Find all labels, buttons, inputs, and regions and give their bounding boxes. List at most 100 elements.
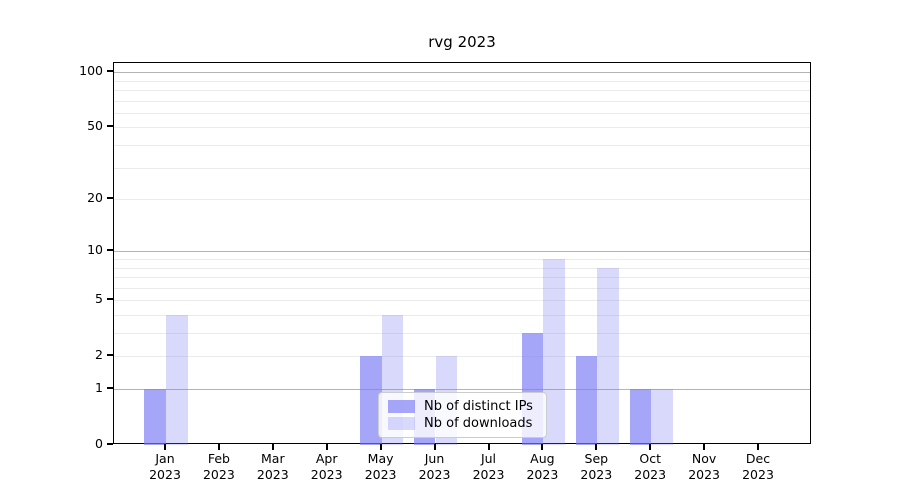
x-tick-year-feb: 2023: [202, 466, 235, 482]
x-tick-label-dec: Dec 2023: [730, 451, 786, 482]
x-tick-month-nov: Nov: [691, 451, 717, 466]
x-tick-year-jun: 2023: [418, 466, 451, 482]
bar-downloads-aug: [543, 258, 565, 445]
gridline-minor-8: [114, 267, 810, 269]
x-tick-month-dec: Dec: [745, 451, 771, 466]
gridline-minor-80: [114, 89, 810, 91]
y-tick-label-1: 1: [95, 380, 103, 395]
x-tick-month-apr: Apr: [315, 451, 338, 466]
x-tickmark-oct: [649, 444, 652, 450]
y-tickmark-5: [107, 298, 113, 301]
x-tick-year-jul: 2023: [472, 466, 505, 482]
gridline-minor-70: [114, 100, 810, 102]
x-tickmark-may: [379, 444, 382, 450]
y-tick-label-5: 5: [95, 291, 103, 307]
gridline-minor-60: [114, 112, 810, 114]
gridline-major-10: [114, 251, 810, 253]
x-tick-year-jan: 2023: [149, 466, 181, 482]
x-tick-month-oct: Oct: [639, 451, 661, 466]
bar-downloads-jan: [166, 314, 188, 445]
gridline-minor-9: [114, 258, 810, 260]
y-tickmark-0: [107, 443, 113, 445]
x-tickmark-jun: [433, 444, 436, 450]
bar-downloads-oct: [651, 389, 673, 445]
legend-swatch-downloads-icon: [388, 417, 415, 430]
x-tick-year-sep: 2023: [580, 466, 613, 482]
x-tickmark-jul: [487, 444, 490, 450]
y-tickmark-20: [107, 197, 113, 199]
gridline-minor-2: [114, 356, 810, 358]
y-tickmark-2: [107, 354, 113, 357]
x-tick-month-feb: Feb: [207, 451, 230, 466]
gridline-minor-4: [114, 314, 810, 316]
x-tick-month-jul: Jul: [480, 451, 497, 466]
y-tick-label-50: 50: [87, 118, 103, 134]
x-tick-year-oct: 2023: [634, 466, 667, 482]
gridline-major-100: [114, 72, 810, 74]
x-tickmark-mar: [271, 444, 274, 450]
gridline-minor-30: [114, 167, 810, 169]
x-tick-month-sep: Sep: [584, 451, 609, 466]
y-tick-label-0: 0: [95, 436, 103, 451]
gridline-minor-3: [114, 333, 810, 334]
x-tick-year-apr: 2023: [310, 466, 343, 482]
x-tickmark-feb: [217, 444, 220, 450]
x-tick-label-feb: Feb 2023: [191, 451, 247, 482]
x-tick-label-aug: Aug 2023: [514, 451, 570, 482]
x-tick-month-jan: Jan: [155, 451, 175, 466]
x-tickmark-jan: [164, 444, 166, 450]
gridline-minor-20: [114, 199, 810, 200]
y-tickmark-100: [107, 70, 113, 73]
y-tick-label-100: 100: [79, 63, 103, 79]
x-tickmark-sep: [595, 444, 598, 450]
legend-item-downloads: Nb of downloads: [388, 416, 537, 431]
legend-swatch-distinct-ips-icon: [388, 400, 415, 413]
y-tick-label-2: 2: [95, 347, 103, 363]
x-tick-year-may: 2023: [364, 466, 397, 482]
x-tickmark-dec: [757, 444, 759, 450]
x-tick-month-jun: Jun: [424, 451, 445, 466]
bar-downloads-sep: [597, 267, 619, 445]
legend-item-distinct-ips: Nb of distinct IPs: [388, 399, 537, 414]
x-tickmark-aug: [541, 444, 544, 450]
x-tick-label-sep: Sep 2023: [568, 451, 624, 482]
x-tick-year-mar: 2023: [256, 466, 289, 482]
gridline-minor-7: [114, 277, 810, 278]
gridline-minor-90: [114, 80, 810, 82]
y-tickmark-1: [107, 387, 113, 389]
x-tick-year-nov: 2023: [688, 466, 720, 482]
bar-distinct-ips-oct: [629, 389, 652, 445]
x-tickmark-nov: [703, 444, 706, 450]
x-tick-label-nov: Nov 2023: [676, 451, 732, 482]
x-tick-month-aug: Aug: [530, 451, 555, 466]
chart-title: rvg 2023: [428, 33, 496, 51]
x-tick-month-may: May: [367, 451, 394, 466]
legend-label-downloads: Nb of downloads: [424, 416, 533, 431]
y-tick-label-10: 10: [87, 242, 103, 258]
x-tick-label-jul: Jul 2023: [461, 451, 517, 482]
gridline-major-1: [114, 389, 810, 390]
x-tick-label-jan: Jan 2023: [137, 451, 193, 482]
gridline-minor-5: [114, 300, 810, 302]
legend-label-distinct-ips: Nb of distinct IPs: [424, 399, 533, 414]
x-tick-label-may: May 2023: [353, 451, 409, 482]
x-tick-year-aug: 2023: [526, 466, 559, 482]
x-tick-label-mar: Mar 2023: [245, 451, 301, 482]
bar-distinct-ips-sep: [575, 356, 598, 445]
gridline-minor-50: [114, 127, 810, 129]
plot-area: Nb of distinct IPs Nb of downloads: [113, 62, 811, 445]
x-tick-label-oct: Oct 2023: [622, 451, 678, 482]
x-tickmark-apr: [325, 444, 328, 450]
x-tick-label-jun: Jun 2023: [407, 451, 463, 482]
y-tickmark-50: [107, 125, 113, 128]
bar-distinct-ips-may: [360, 356, 382, 445]
bar-distinct-ips-jan: [144, 389, 166, 445]
y-tick-label-20: 20: [87, 190, 103, 205]
legend: Nb of distinct IPs Nb of downloads: [378, 392, 547, 438]
x-tick-year-dec: 2023: [742, 466, 774, 482]
gridline-minor-6: [114, 287, 810, 289]
x-tick-label-apr: Apr 2023: [299, 451, 355, 482]
x-tick-month-mar: Mar: [261, 451, 285, 466]
gridline-minor-40: [114, 144, 810, 146]
